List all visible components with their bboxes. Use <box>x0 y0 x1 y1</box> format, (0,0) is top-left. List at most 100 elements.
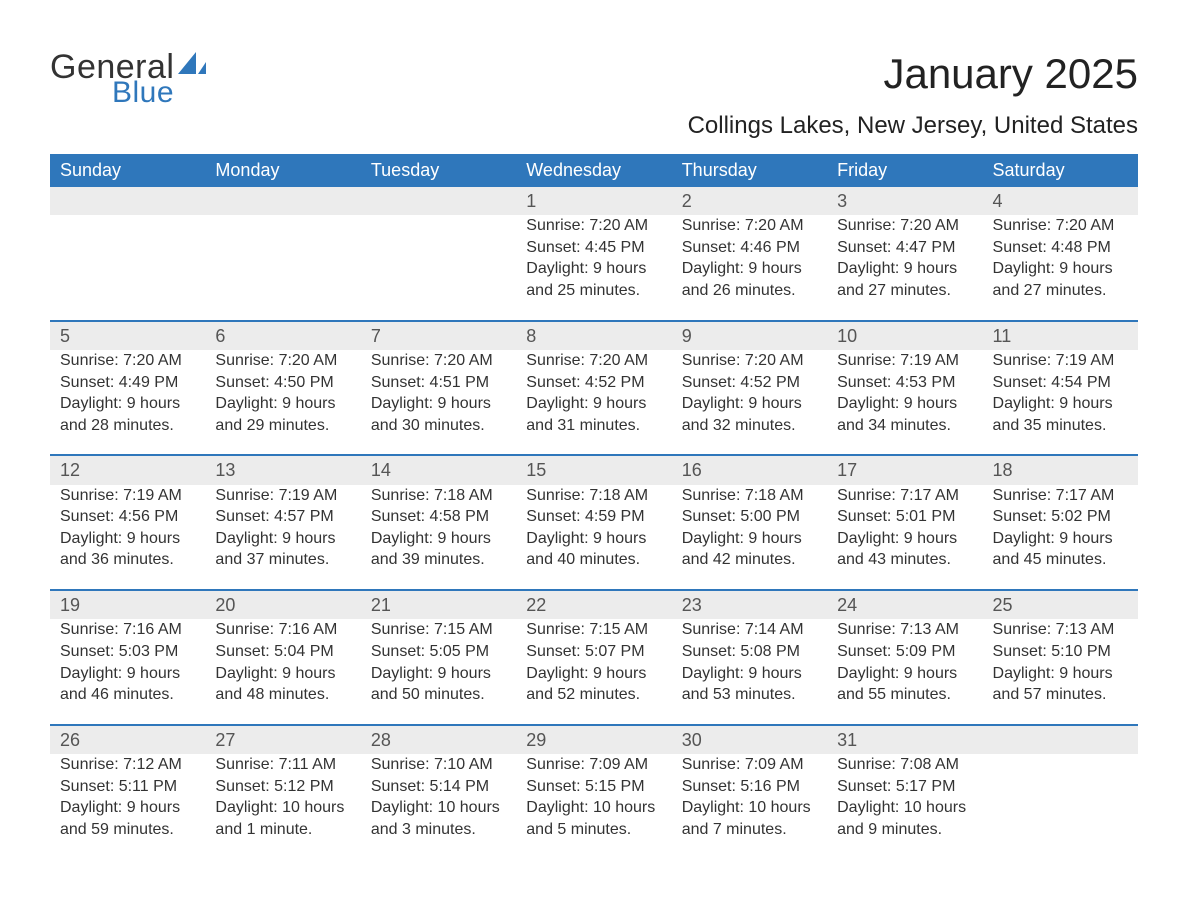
sunrise-text: Sunrise: 7:20 AM <box>837 215 972 237</box>
brand-blue-text: Blue <box>112 78 174 108</box>
sunrise-text: Sunrise: 7:18 AM <box>682 485 817 507</box>
day2-text: and 3 minutes. <box>371 819 506 841</box>
day-number-cell: 1 <box>516 187 671 215</box>
day1-text: Daylight: 10 hours <box>526 797 661 819</box>
sunrise-text: Sunrise: 7:20 AM <box>215 350 350 372</box>
day1-text: Daylight: 9 hours <box>371 528 506 550</box>
day-detail-cell: Sunrise: 7:20 AMSunset: 4:45 PMDaylight:… <box>516 215 671 320</box>
month-title: January 2025 <box>688 50 1138 98</box>
day2-text: and 53 minutes. <box>682 684 817 706</box>
day-number-row: 262728293031 <box>50 726 1138 754</box>
sunset-text: Sunset: 5:08 PM <box>682 641 817 663</box>
day2-text: and 37 minutes. <box>215 549 350 571</box>
day-number-cell <box>361 187 516 215</box>
sunset-text: Sunset: 5:12 PM <box>215 776 350 798</box>
calendar-table: Sunday Monday Tuesday Wednesday Thursday… <box>50 154 1138 858</box>
day2-text: and 35 minutes. <box>993 415 1128 437</box>
sunset-text: Sunset: 5:01 PM <box>837 506 972 528</box>
day1-text: Daylight: 9 hours <box>682 663 817 685</box>
day-number-cell: 11 <box>983 322 1138 350</box>
day2-text: and 34 minutes. <box>837 415 972 437</box>
sunset-text: Sunset: 5:07 PM <box>526 641 661 663</box>
day-number-cell: 8 <box>516 322 671 350</box>
day1-text: Daylight: 9 hours <box>526 663 661 685</box>
day-number-cell: 22 <box>516 591 671 619</box>
day2-text: and 31 minutes. <box>526 415 661 437</box>
day-number-cell: 28 <box>361 726 516 754</box>
sunrise-text: Sunrise: 7:16 AM <box>60 619 195 641</box>
sunrise-text: Sunrise: 7:20 AM <box>682 350 817 372</box>
day1-text: Daylight: 9 hours <box>837 528 972 550</box>
sunset-text: Sunset: 5:02 PM <box>993 506 1128 528</box>
sunrise-text: Sunrise: 7:18 AM <box>371 485 506 507</box>
day-number-cell: 29 <box>516 726 671 754</box>
day-number-cell: 4 <box>983 187 1138 215</box>
day-detail-row: Sunrise: 7:12 AMSunset: 5:11 PMDaylight:… <box>50 754 1138 858</box>
day-detail-cell: Sunrise: 7:20 AMSunset: 4:52 PMDaylight:… <box>672 350 827 455</box>
day-number-cell: 3 <box>827 187 982 215</box>
sunset-text: Sunset: 4:53 PM <box>837 372 972 394</box>
day-detail-cell: Sunrise: 7:17 AMSunset: 5:02 PMDaylight:… <box>983 485 1138 590</box>
sunset-text: Sunset: 4:46 PM <box>682 237 817 259</box>
day2-text: and 46 minutes. <box>60 684 195 706</box>
sunset-text: Sunset: 5:05 PM <box>371 641 506 663</box>
day-detail-cell: Sunrise: 7:20 AMSunset: 4:50 PMDaylight:… <box>205 350 360 455</box>
weekday-header: Saturday <box>983 154 1138 187</box>
sunrise-text: Sunrise: 7:17 AM <box>837 485 972 507</box>
day2-text: and 27 minutes. <box>993 280 1128 302</box>
day1-text: Daylight: 10 hours <box>215 797 350 819</box>
day-detail-cell: Sunrise: 7:18 AMSunset: 5:00 PMDaylight:… <box>672 485 827 590</box>
sunrise-text: Sunrise: 7:10 AM <box>371 754 506 776</box>
day2-text: and 25 minutes. <box>526 280 661 302</box>
day-number-cell: 2 <box>672 187 827 215</box>
day1-text: Daylight: 9 hours <box>215 528 350 550</box>
day-detail-cell: Sunrise: 7:15 AMSunset: 5:07 PMDaylight:… <box>516 619 671 724</box>
day-number-cell: 7 <box>361 322 516 350</box>
day1-text: Daylight: 9 hours <box>682 393 817 415</box>
day-detail-cell: Sunrise: 7:17 AMSunset: 5:01 PMDaylight:… <box>827 485 982 590</box>
sunset-text: Sunset: 5:00 PM <box>682 506 817 528</box>
day1-text: Daylight: 9 hours <box>837 393 972 415</box>
day1-text: Daylight: 9 hours <box>993 528 1128 550</box>
calendar-body: 1234Sunrise: 7:20 AMSunset: 4:45 PMDayli… <box>50 187 1138 858</box>
day-detail-cell: Sunrise: 7:18 AMSunset: 4:58 PMDaylight:… <box>361 485 516 590</box>
day1-text: Daylight: 10 hours <box>371 797 506 819</box>
sunrise-text: Sunrise: 7:11 AM <box>215 754 350 776</box>
sunrise-text: Sunrise: 7:16 AM <box>215 619 350 641</box>
sunrise-text: Sunrise: 7:09 AM <box>526 754 661 776</box>
sunset-text: Sunset: 4:54 PM <box>993 372 1128 394</box>
sunrise-text: Sunrise: 7:18 AM <box>526 485 661 507</box>
day2-text: and 1 minute. <box>215 819 350 841</box>
day1-text: Daylight: 9 hours <box>60 797 195 819</box>
day-detail-cell: Sunrise: 7:10 AMSunset: 5:14 PMDaylight:… <box>361 754 516 858</box>
sunrise-text: Sunrise: 7:20 AM <box>682 215 817 237</box>
day2-text: and 29 minutes. <box>215 415 350 437</box>
sunrise-text: Sunrise: 7:20 AM <box>371 350 506 372</box>
day-number-cell: 14 <box>361 456 516 484</box>
day-detail-row: Sunrise: 7:20 AMSunset: 4:49 PMDaylight:… <box>50 350 1138 455</box>
sunrise-text: Sunrise: 7:20 AM <box>60 350 195 372</box>
sunrise-text: Sunrise: 7:19 AM <box>993 350 1128 372</box>
day-detail-cell: Sunrise: 7:19 AMSunset: 4:53 PMDaylight:… <box>827 350 982 455</box>
day-number-cell: 23 <box>672 591 827 619</box>
day-detail-cell <box>983 754 1138 858</box>
day1-text: Daylight: 10 hours <box>837 797 972 819</box>
day-number-cell: 25 <box>983 591 1138 619</box>
sunrise-text: Sunrise: 7:13 AM <box>993 619 1128 641</box>
sunset-text: Sunset: 4:51 PM <box>371 372 506 394</box>
day1-text: Daylight: 9 hours <box>993 663 1128 685</box>
day-number-cell: 15 <box>516 456 671 484</box>
title-block: January 2025 Collings Lakes, New Jersey,… <box>688 50 1138 140</box>
weekday-header: Thursday <box>672 154 827 187</box>
day1-text: Daylight: 9 hours <box>682 528 817 550</box>
day1-text: Daylight: 9 hours <box>993 393 1128 415</box>
day1-text: Daylight: 10 hours <box>682 797 817 819</box>
day2-text: and 30 minutes. <box>371 415 506 437</box>
sunset-text: Sunset: 4:47 PM <box>837 237 972 259</box>
day-number-cell <box>205 187 360 215</box>
sunset-text: Sunset: 5:16 PM <box>682 776 817 798</box>
day-number-cell: 13 <box>205 456 360 484</box>
day1-text: Daylight: 9 hours <box>60 393 195 415</box>
sunset-text: Sunset: 4:48 PM <box>993 237 1128 259</box>
day2-text: and 28 minutes. <box>60 415 195 437</box>
